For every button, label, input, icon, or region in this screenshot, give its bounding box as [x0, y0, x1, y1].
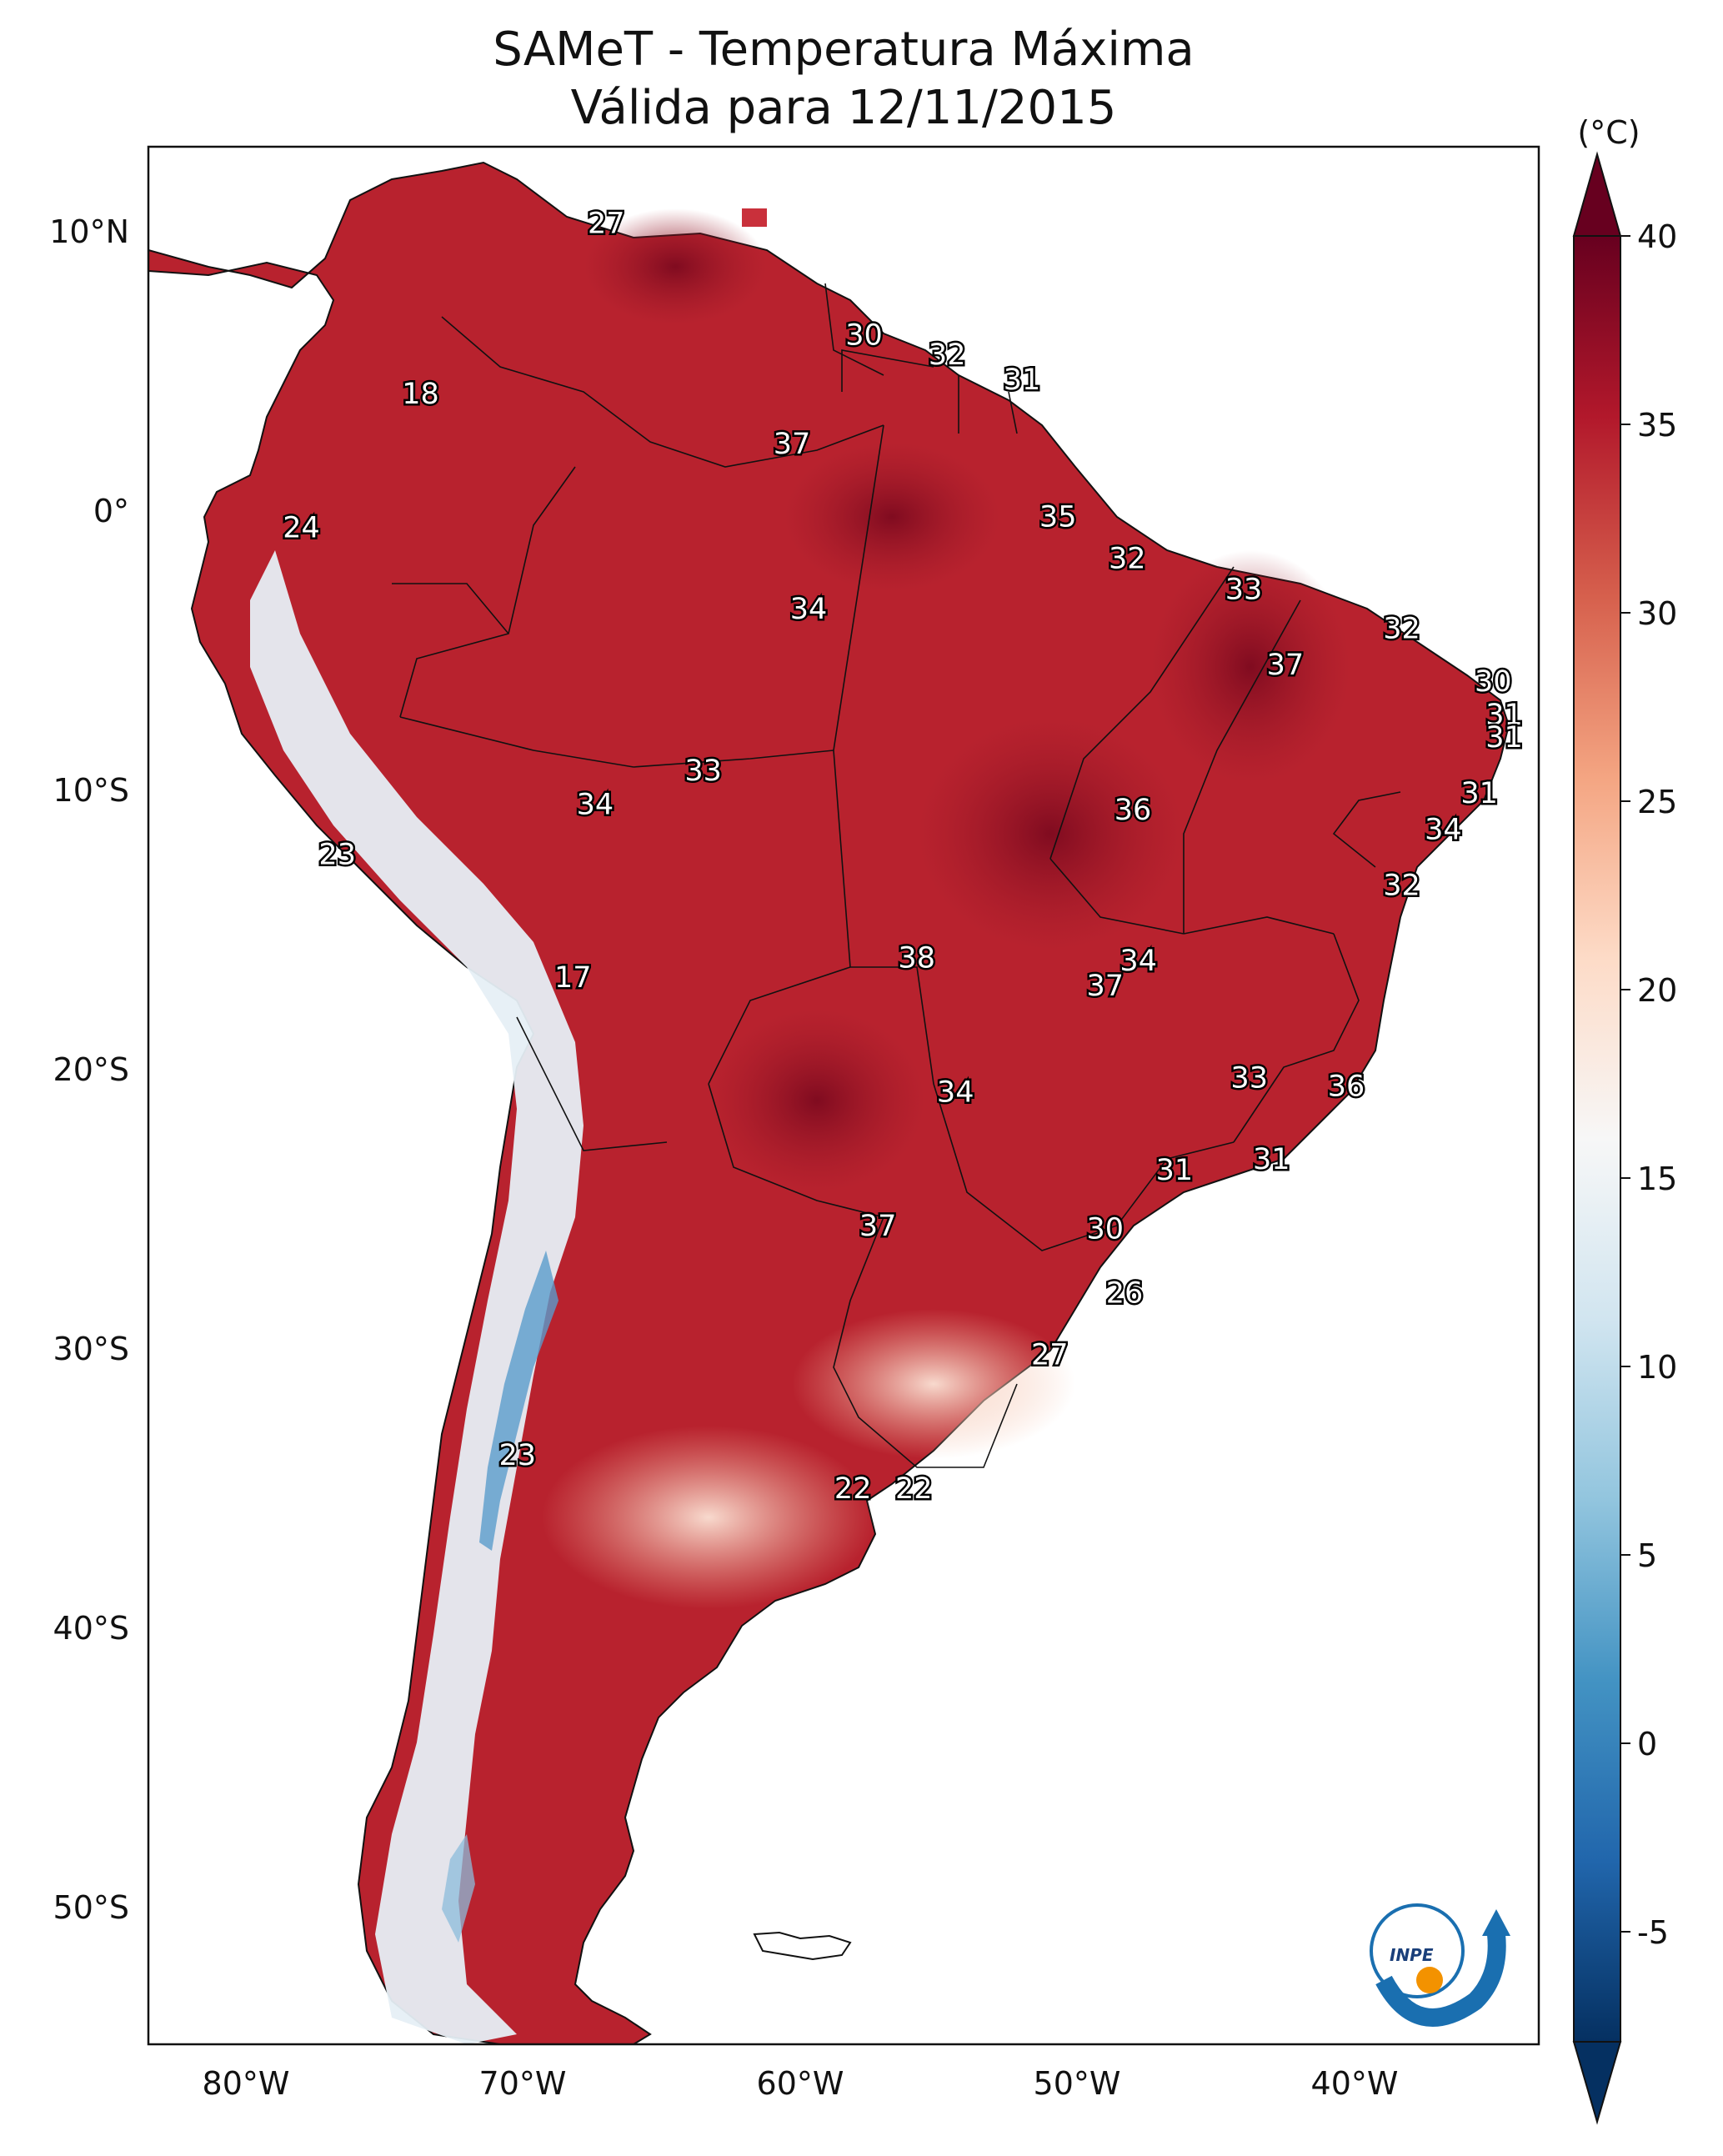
temperature-label: 36: [1114, 794, 1152, 827]
temperature-label: 23: [318, 839, 356, 872]
temperature-label: 37: [774, 428, 811, 461]
temperature-label: 27: [1031, 1338, 1069, 1371]
colorbar-bottom-extension: [1572, 2041, 1622, 2125]
andes-blue-south: [442, 1834, 475, 1943]
lat-tick: 50°S: [53, 1889, 129, 1926]
temperature-label: 27: [588, 208, 625, 241]
lat-tick: 40°S: [53, 1610, 129, 1647]
hot-zone-chaco: [709, 1009, 925, 1192]
temperature-label: 31: [1485, 721, 1523, 755]
temperature-label: 32: [1109, 543, 1146, 576]
lon-tick: 60°W: [757, 2065, 844, 2102]
temperature-label: 33: [1225, 573, 1263, 606]
colorbar-tick: 0: [1637, 1726, 1657, 1762]
colorbar-tick: 15: [1637, 1161, 1677, 1197]
colorbar-tick: 5: [1637, 1537, 1657, 1574]
cool-zone-pampas: [542, 1426, 875, 1609]
hot-zone-central: [917, 717, 1184, 950]
temperature-label: 18: [402, 378, 439, 411]
temperature-label: 32: [929, 338, 966, 372]
falkland-islands: [753, 1931, 852, 1961]
temperature-label: 31: [1156, 1154, 1194, 1187]
lat-tick: 10°N: [49, 213, 129, 250]
longitude-axis: 80°W 70°W 60°W 50°W 40°W: [203, 2065, 1399, 2102]
cool-zone-uruguay: [792, 1309, 1075, 1459]
hot-zone-venezuela: [584, 208, 767, 325]
colorbar-tick: 20: [1637, 972, 1677, 1009]
temperature-label: 33: [684, 755, 722, 788]
colorbar-tick: -5: [1637, 1914, 1669, 1951]
temperature-label: 22: [895, 1472, 933, 1506]
colorbar-tick-marks: [1620, 235, 1630, 1933]
temperature-label: 37: [1267, 649, 1305, 682]
colorbar-tick: 40: [1637, 218, 1677, 255]
colorbar: (°C) 40 35 30 25 20 15 10 5 0 -5: [1572, 114, 1677, 2125]
latitude-axis: 10°N 0° 10°S 20°S 30°S 40°S 50°S: [49, 213, 129, 1926]
colorbar-tick: 35: [1637, 407, 1677, 444]
temperature-label: 33: [1230, 1062, 1268, 1096]
temperature-label: 34: [937, 1075, 974, 1109]
colorbar-unit: (°C): [1577, 114, 1640, 151]
inpe-logo-text: INPE: [1390, 1945, 1434, 1965]
lon-tick: 80°W: [203, 2065, 290, 2102]
temperature-label: 30: [1475, 665, 1512, 699]
temperature-label: 32: [1383, 612, 1420, 645]
temperature-label: 38: [898, 942, 935, 975]
country-borders: [392, 283, 1401, 1468]
lon-tick: 50°W: [1034, 2065, 1121, 2102]
lon-tick: 40°W: [1311, 2065, 1399, 2102]
temperature-label: 17: [554, 961, 592, 995]
lat-tick: 30°S: [53, 1331, 129, 1367]
temperature-label: 22: [834, 1472, 872, 1506]
temperature-label: 34: [1119, 945, 1157, 978]
colorbar-tick: 30: [1637, 595, 1677, 632]
temperature-label: 34: [577, 788, 614, 821]
hot-zone-northeast: [1150, 550, 1350, 784]
temperature-label: 32: [1383, 870, 1420, 903]
andes-cold-band: [250, 550, 584, 2044]
temperature-label: 37: [859, 1210, 897, 1243]
colorbar-top-extension: [1572, 151, 1622, 237]
lon-tick: 70°W: [479, 2065, 567, 2102]
temperature-label: 23: [499, 1439, 537, 1472]
inpe-logo: INPE: [1370, 1903, 1510, 2027]
temperature-label: 31: [1485, 699, 1523, 732]
temperature-label: 37: [1087, 970, 1124, 1003]
temperature-label: 35: [1039, 500, 1077, 534]
andes-blue-core: [479, 1251, 558, 1551]
temperature-label: 30: [1087, 1213, 1124, 1246]
title-line-2: Válida para 12/11/2015: [571, 81, 1117, 135]
map-layer: [148, 161, 1510, 2044]
caribbean-islands: [742, 208, 767, 227]
title-line-1: SAMeT - Temperatura Máxima: [493, 23, 1195, 77]
temperature-label: 31: [1253, 1143, 1290, 1176]
colorbar-gradient: [1573, 235, 1621, 2043]
lat-tick: 0°: [93, 493, 129, 529]
hot-zone-amazon: [784, 442, 1000, 592]
temperature-label: 31: [1460, 777, 1498, 810]
colorbar-tick: 25: [1637, 784, 1677, 820]
lat-tick: 10°S: [53, 772, 129, 809]
map-frame: [147, 145, 1540, 2046]
temperature-label: 31: [1004, 364, 1041, 397]
temperature-label: 24: [283, 512, 320, 545]
colorbar-tick: 10: [1637, 1349, 1677, 1386]
temperature-label: 34: [1425, 814, 1462, 847]
lat-tick: 20°S: [53, 1051, 129, 1088]
temperature-label: 36: [1328, 1070, 1365, 1104]
temperature-label: 26: [1106, 1277, 1144, 1311]
temperature-label: 30: [845, 319, 883, 353]
temperature-label: 34: [790, 593, 828, 626]
